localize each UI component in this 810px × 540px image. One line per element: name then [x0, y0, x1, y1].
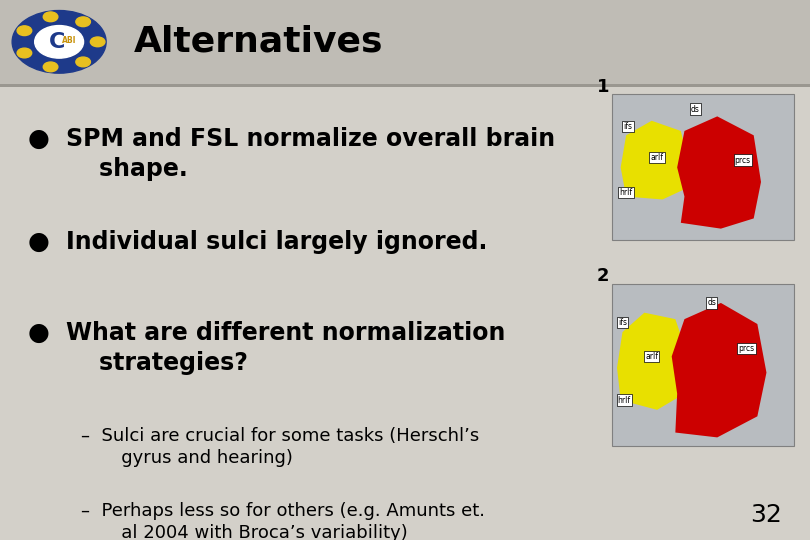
Text: ●: ●	[28, 230, 50, 253]
Text: Alternatives: Alternatives	[134, 25, 383, 59]
Text: prcs: prcs	[735, 156, 751, 165]
Text: C: C	[49, 32, 65, 52]
Text: 1: 1	[597, 78, 609, 96]
Bar	[0, 0, 810, 84]
Text: hrlf: hrlf	[618, 396, 631, 404]
Text: ABI: ABI	[62, 36, 77, 45]
Circle shape	[17, 48, 32, 58]
Text: ●: ●	[28, 321, 50, 345]
Text: Individual sulci largely ignored.: Individual sulci largely ignored.	[66, 230, 488, 253]
Circle shape	[76, 57, 91, 67]
Text: –  Sulci are crucial for some tasks (Herschl’s
       gyrus and hearing): – Sulci are crucial for some tasks (Hers…	[81, 427, 480, 467]
Polygon shape	[677, 116, 761, 228]
Text: SPM and FSL normalize overall brain
    shape.: SPM and FSL normalize overall brain shap…	[66, 127, 556, 180]
Circle shape	[91, 37, 105, 47]
Polygon shape	[617, 313, 688, 410]
Text: –  Perhaps less so for others (e.g. Amunts et.
       al 2004 with Broca’s varia: – Perhaps less so for others (e.g. Amunt…	[81, 502, 485, 540]
Text: prcs: prcs	[739, 344, 754, 353]
Bar	[0, 84, 810, 87]
Text: ●: ●	[28, 127, 50, 151]
Circle shape	[43, 12, 58, 22]
Text: 32: 32	[750, 503, 782, 526]
Text: ifs: ifs	[618, 318, 627, 327]
Text: ds: ds	[707, 299, 716, 307]
Text: hrlf: hrlf	[620, 188, 633, 197]
Polygon shape	[620, 121, 688, 199]
Text: arlf: arlf	[645, 352, 659, 361]
Circle shape	[17, 26, 32, 36]
Circle shape	[35, 25, 83, 58]
Bar	[612, 94, 794, 240]
Text: ds: ds	[691, 105, 700, 113]
Circle shape	[12, 10, 106, 73]
Circle shape	[43, 62, 58, 72]
Bar	[612, 284, 794, 446]
Text: What are different normalization
    strategies?: What are different normalization strateg…	[66, 321, 505, 375]
Circle shape	[76, 17, 91, 26]
Polygon shape	[671, 303, 766, 437]
Text: arlf: arlf	[650, 153, 663, 161]
Text: 2: 2	[597, 267, 609, 285]
Text: ifs: ifs	[624, 122, 633, 131]
